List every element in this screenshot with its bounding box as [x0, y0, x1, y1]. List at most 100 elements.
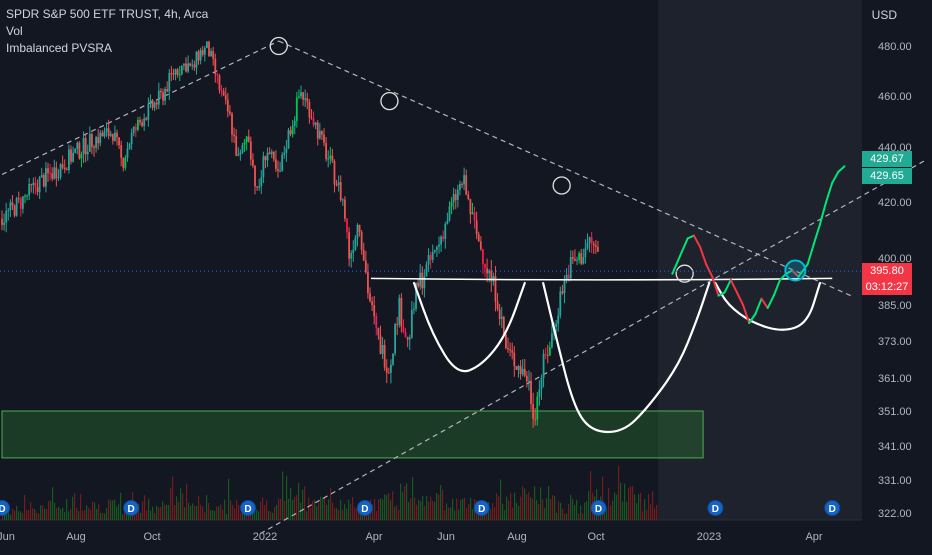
candle-body: [281, 154, 284, 171]
candle-body: [327, 158, 330, 160]
volume-bar: [508, 500, 510, 520]
volume-bar: [304, 486, 306, 520]
candle-body: [398, 297, 401, 325]
volume-bar: [610, 505, 612, 520]
volume-bar: [262, 497, 264, 520]
candle-body: [295, 97, 298, 121]
candle-body: [15, 198, 18, 216]
volume-bar: [448, 507, 450, 520]
candle-body: [38, 177, 41, 193]
candle-body: [344, 199, 346, 219]
volume-bar: [646, 510, 648, 520]
projection-segment: [671, 251, 683, 275]
candle-body: [42, 174, 45, 187]
volume-bar: [332, 502, 334, 520]
candle-body: [289, 130, 292, 135]
volume-bar: [506, 496, 508, 520]
volume-bar: [432, 500, 434, 520]
candle-body: [597, 247, 599, 252]
dividend-marker: [356, 500, 373, 516]
candle-body: [387, 372, 390, 374]
volume-bar: [390, 499, 392, 520]
future-area-shade: [658, 0, 862, 520]
candle-body: [582, 257, 585, 264]
candle-body: [433, 249, 436, 252]
candle-body: [103, 131, 106, 137]
volume-bar: [546, 498, 548, 520]
candle-body: [30, 183, 33, 186]
volume-bar: [124, 507, 126, 520]
volume-bar: [396, 505, 398, 520]
volume-bar: [580, 505, 582, 520]
candle-body: [70, 149, 72, 162]
pivot-marker-circle: [675, 264, 694, 283]
volume-bar: [442, 490, 444, 520]
candle-body: [239, 152, 242, 155]
candle-body: [155, 102, 158, 105]
volume-bar: [558, 501, 560, 520]
volume-bar: [372, 504, 374, 520]
candle-body: [256, 186, 259, 188]
candle-body: [149, 100, 152, 104]
candle-body: [373, 305, 376, 317]
y-axis-tick-label: 351.00: [878, 406, 912, 418]
volume-bar: [376, 510, 378, 520]
volume-bar: [134, 513, 136, 520]
candle-body: [406, 337, 409, 340]
x-axis-tick-label: Aug: [66, 531, 86, 543]
candle-body: [507, 347, 509, 350]
volume-bar: [32, 508, 34, 520]
volume-bar: [188, 502, 190, 520]
volume-bar: [226, 513, 228, 520]
volume-bar: [340, 499, 342, 520]
volume-bar: [446, 503, 448, 520]
volume-bar: [12, 508, 14, 520]
candle-body: [312, 118, 315, 126]
candle-body: [316, 122, 319, 139]
candle-body: [308, 101, 311, 118]
candle-body: [91, 134, 93, 147]
volume-bar: [604, 506, 606, 520]
volume-bar: [392, 491, 394, 520]
volume-bar: [256, 509, 258, 520]
volume-bar: [344, 504, 346, 520]
pvsra-indicator-label: Imbalanced PVSRA: [6, 41, 113, 55]
projection-segment: [797, 263, 809, 278]
candle-body: [101, 132, 104, 137]
candle-body: [356, 224, 359, 239]
volume-bar: [548, 486, 550, 520]
currency-label: USD: [871, 8, 897, 22]
volume-bar: [194, 505, 196, 520]
volume-bar: [280, 499, 282, 520]
volume-bars: [2, 465, 658, 520]
candle-body: [183, 63, 185, 66]
candle-body: [166, 88, 169, 92]
volume-bar: [30, 502, 32, 520]
candle-body: [82, 138, 85, 155]
candle-body: [270, 151, 273, 155]
candle-body: [442, 236, 445, 240]
demand-zone: [1, 410, 704, 459]
volume-bar: [154, 512, 156, 520]
projection-segment: [812, 223, 821, 245]
volume-bar: [140, 512, 142, 520]
candle-body: [28, 183, 31, 196]
projection-segment: [748, 313, 757, 324]
candle-body: [402, 326, 405, 333]
volume-bar: [512, 507, 514, 520]
volume-bar: [74, 493, 76, 520]
candle-body: [26, 195, 28, 197]
y-axis-tick-label: 400.00: [878, 253, 912, 265]
price-tag-high-1: 429.67: [862, 151, 912, 167]
volume-bar: [240, 512, 242, 520]
projection-segment: [686, 234, 695, 240]
candle-body: [61, 164, 64, 168]
volume-bar: [638, 494, 640, 520]
volume-bar: [566, 513, 568, 520]
dividend-marker-letter: D: [361, 504, 368, 515]
candle-body: [592, 243, 595, 246]
volume-bar: [444, 510, 446, 520]
candle-body: [252, 159, 254, 166]
